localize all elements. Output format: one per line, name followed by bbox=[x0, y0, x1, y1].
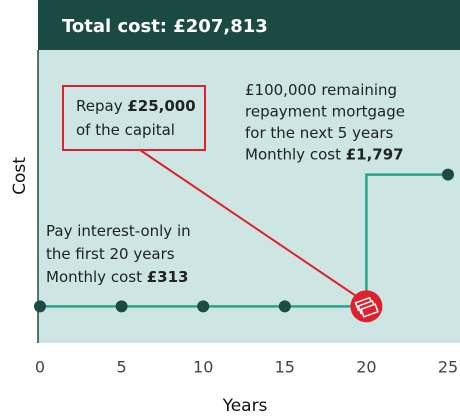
annotation-run: £313 bbox=[147, 268, 189, 286]
x-tick-label: 10 bbox=[193, 358, 213, 377]
annotation-run: of the capital bbox=[76, 121, 175, 139]
annotation-run: repayment mortgage bbox=[245, 102, 405, 120]
point bbox=[115, 300, 128, 313]
annotation-run: the first 20 years bbox=[46, 245, 175, 263]
annotation-run: £25,000 bbox=[127, 97, 195, 115]
annotation-text: Pay interest-only in bbox=[46, 222, 191, 240]
x-tick-label: 5 bbox=[117, 358, 127, 377]
annotation-run: Repay bbox=[76, 97, 127, 115]
annotation-text: the first 20 years bbox=[46, 245, 175, 263]
y-axis-label: Cost bbox=[10, 157, 30, 195]
annotation-box bbox=[62, 85, 206, 151]
annotation-text: Repay £25,000 bbox=[76, 97, 196, 115]
annotation-text: repayment mortgage bbox=[245, 102, 405, 120]
annotation-run: Pay interest-only in bbox=[46, 222, 191, 240]
x-tick-label: 15 bbox=[275, 358, 295, 377]
chart-title: Total cost: £207,813 bbox=[62, 16, 268, 37]
header bbox=[38, 0, 460, 50]
x-axis-label: Years bbox=[222, 396, 268, 416]
point bbox=[34, 300, 46, 313]
point bbox=[278, 300, 291, 313]
x-tick-label: 0 bbox=[35, 358, 45, 377]
point bbox=[442, 168, 454, 181]
x-tick-label: 25 bbox=[438, 358, 458, 377]
annotation-connector bbox=[139, 149, 363, 301]
point bbox=[197, 300, 210, 313]
annotation-run: £1,797 bbox=[346, 145, 404, 163]
annotation-run: Monthly cost bbox=[245, 145, 346, 163]
x-tick-label: 20 bbox=[356, 358, 376, 377]
annotation-text: £100,000 remaining bbox=[245, 81, 397, 99]
icon-note bbox=[360, 303, 379, 318]
annotation-text: for the next 5 years bbox=[245, 124, 394, 142]
plot-panel bbox=[38, 50, 460, 343]
annotation-text: of the capital bbox=[76, 121, 175, 139]
annotation-text: Monthly cost £313 bbox=[46, 268, 188, 286]
annotation-run: £100,000 remaining bbox=[245, 81, 397, 99]
annotation-text: Monthly cost £1,797 bbox=[245, 145, 404, 163]
annotation-run: for the next 5 years bbox=[245, 124, 394, 142]
annotation-run: Monthly cost bbox=[46, 268, 147, 286]
